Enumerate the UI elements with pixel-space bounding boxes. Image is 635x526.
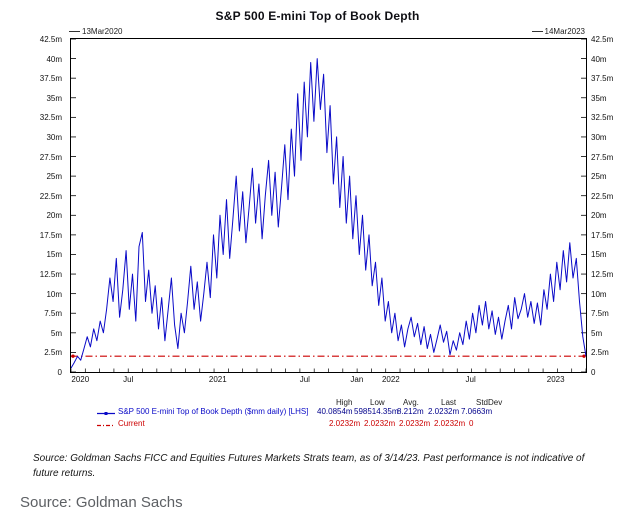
- y-axis-labels-left: 0 2.5m 5m 7.5m 10m 12.5m 15m 17.5m 20m 22.5m 25m 27…: [30, 35, 66, 377]
- ref-end-label: 14Mar2023: [544, 27, 585, 36]
- ref-start-annotation: 13Mar2020: [69, 27, 122, 36]
- legend-stat-header-stddev: StdDev: [476, 398, 503, 407]
- legend-series1-high: 40.0854m: [317, 407, 353, 416]
- current-line-symbol-icon: [97, 424, 115, 427]
- legend-series1-label: S&P 500 E-mini Top of Book Depth ($mm da…: [118, 407, 309, 416]
- y-tick-label: 42.5m: [39, 35, 62, 44]
- page-caption: Source: Goldman Sachs: [20, 494, 183, 511]
- x-tick-label: Jul: [123, 375, 134, 384]
- legend-series2-avg: 2.0232m: [399, 419, 431, 428]
- legend-series2-last: 2.0232m: [434, 419, 466, 428]
- x-tick-label: Jan: [350, 375, 364, 384]
- y-tick-label: 20m: [46, 211, 62, 221]
- legend-stat-header-high: High: [336, 398, 353, 407]
- y-tick-label: 5m: [591, 328, 603, 338]
- legend-series1-avg: 8.212m: [397, 407, 424, 416]
- y-tick-label: 22.5m: [39, 191, 62, 201]
- plot-area: [70, 38, 587, 373]
- y-tick-label: 15m: [46, 250, 62, 260]
- y-tick-label: 12.5m: [591, 270, 614, 280]
- y-tick-label: 32.5m: [39, 113, 62, 123]
- legend-series2-low: 2.0232m: [364, 419, 396, 428]
- y-tick-label: 35m: [591, 93, 607, 103]
- x-tick-label: Jul: [299, 375, 310, 384]
- x-tick-label: 2023: [546, 375, 565, 384]
- y-tick-label: 40m: [591, 54, 607, 64]
- x-tick-label: Jul: [465, 375, 476, 384]
- ref-line-dash-right-icon: [531, 31, 543, 32]
- y-tick-label: 27.5m: [591, 152, 614, 162]
- y-tick-label: 30m: [591, 132, 607, 142]
- y-tick-label: 7.5m: [591, 309, 609, 319]
- y-tick-label: 5m: [50, 328, 62, 338]
- y-tick-label: 17.5m: [591, 230, 614, 240]
- x-tick-label: 2022: [381, 375, 400, 384]
- y-tick-label: 12.5m: [39, 270, 62, 280]
- y-tick-label: 10m: [46, 289, 62, 299]
- ref-end-annotation: 14Mar2023: [531, 27, 585, 36]
- source-note: Source: Goldman Sachs FICC and Equities …: [33, 453, 585, 479]
- y-tick-label: 25m: [591, 172, 607, 182]
- legend-stat-header-avg: Avg.: [403, 398, 419, 407]
- legend-series1-low: 598514.35m: [354, 407, 399, 416]
- x-axis-labels: 2020 Jul 2021 Jul Jan 2022 Jul 2023: [70, 375, 585, 387]
- y-tick-label: 20m: [591, 211, 607, 221]
- y-tick-label: 37.5m: [39, 74, 62, 84]
- y-tick-label: 0: [591, 368, 596, 377]
- y-tick-label: 2.5m: [44, 348, 62, 358]
- y-tick-label: 2.5m: [591, 348, 609, 358]
- y-tick-label: 42.5m: [591, 35, 614, 44]
- legend-series2-high: 2.0232m: [329, 419, 361, 428]
- legend-series1-stddev: 7.0663m: [461, 407, 493, 416]
- legend-series2-stddev: 0: [469, 419, 474, 428]
- y-tick-label: 15m: [591, 250, 607, 260]
- y-tick-label: 0: [57, 368, 62, 377]
- ref-start-label: 13Mar2020: [82, 27, 123, 36]
- y-tick-label: 35m: [46, 93, 62, 103]
- series-line-symbol-icon: [97, 412, 115, 415]
- y-tick-label: 37.5m: [591, 74, 614, 84]
- legend-series1-last: 2.0232m: [428, 407, 460, 416]
- x-tick-label: 2020: [71, 375, 90, 384]
- y-tick-label: 32.5m: [591, 113, 614, 123]
- y-tick-label: 40m: [46, 54, 62, 64]
- y-tick-label: 25m: [46, 172, 62, 182]
- legend-stat-header-last: Last: [441, 398, 457, 407]
- legend-series2-label: Current: [118, 419, 145, 428]
- depth-line-chart: [71, 39, 586, 372]
- y-axis-labels-right: 0 2.5m 5m 7.5m 10m 12.5m 15m 17.5m 20m 22.5m 25m 27…: [587, 35, 629, 377]
- ref-line-dash-left-icon: [69, 31, 80, 32]
- x-tick-label: 2021: [208, 375, 227, 384]
- legend-stat-header-low: Low: [370, 398, 385, 407]
- chart-title: S&P 500 E-mini Top of Book Depth: [215, 9, 420, 23]
- y-tick-label: 27.5m: [39, 152, 62, 162]
- y-tick-label: 30m: [46, 132, 62, 142]
- y-tick-label: 7.5m: [44, 309, 62, 319]
- y-tick-label: 10m: [591, 289, 607, 299]
- y-tick-label: 17.5m: [39, 230, 62, 240]
- y-tick-label: 22.5m: [591, 191, 614, 201]
